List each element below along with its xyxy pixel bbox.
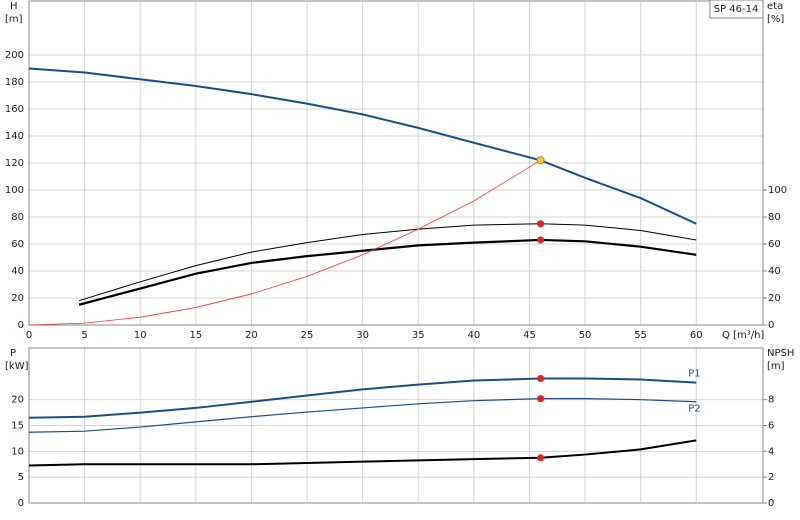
curve <box>28 159 541 326</box>
title-box <box>709 0 764 19</box>
y2-tick-label: 0 <box>768 320 774 331</box>
marker <box>537 454 545 462</box>
y2-axis-label: NPSH <box>767 348 794 359</box>
marker <box>537 220 545 228</box>
y-tick-label: 40 <box>11 266 24 277</box>
y-tick-label: 5 <box>18 472 24 483</box>
y-axis-unit: [kW] <box>5 361 29 372</box>
curve <box>28 67 697 225</box>
y-tick-label: 180 <box>5 77 24 88</box>
y-tick-label: 60 <box>11 239 24 250</box>
y2-axis-unit: [m] <box>767 361 785 372</box>
marker <box>537 374 545 382</box>
y-tick-label: 80 <box>11 212 24 223</box>
y-axis-label: P <box>10 348 16 359</box>
y2-tick-label: 100 <box>768 185 787 196</box>
x-tick-label: 40 <box>467 330 480 341</box>
x-tick-label: 20 <box>245 330 258 341</box>
x-tick-label: 0 <box>26 330 32 341</box>
y-tick-label: 140 <box>5 131 24 142</box>
y-tick-label: 0 <box>18 320 24 331</box>
x-axis-label: Q [m³/h] <box>722 330 764 341</box>
series-label: P2 <box>688 404 700 415</box>
y-tick-label: 120 <box>5 158 24 169</box>
y2-tick-label: 4 <box>768 446 774 457</box>
y-tick-label: 20 <box>11 395 24 406</box>
y-tick-label: 15 <box>11 421 24 432</box>
series-label: P1 <box>688 369 700 380</box>
y2-tick-label: 0 <box>768 498 774 509</box>
x-tick-label: 45 <box>523 330 536 341</box>
x-tick-label: 15 <box>189 330 202 341</box>
x-tick-label: 5 <box>81 330 87 341</box>
y2-tick-label: 80 <box>768 212 781 223</box>
curve <box>78 223 697 302</box>
chart-title: SP 46-14 <box>714 4 759 15</box>
curve <box>28 439 697 467</box>
y-tick-label: 0 <box>18 498 24 509</box>
y-tick-label: 20 <box>11 293 24 304</box>
y2-axis-unit: [%] <box>767 14 784 25</box>
y-tick-label: 10 <box>11 446 24 457</box>
y-tick-label: 200 <box>5 50 24 61</box>
x-tick-label: 35 <box>412 330 425 341</box>
curve <box>28 377 697 419</box>
x-tick-label: 30 <box>356 330 369 341</box>
y2-tick-label: 2 <box>768 472 774 483</box>
marker <box>537 236 545 244</box>
y2-tick-label: 8 <box>768 395 774 406</box>
y-axis-unit: [m] <box>5 14 23 25</box>
curve <box>78 238 697 306</box>
x-tick-label: 50 <box>579 330 592 341</box>
y2-tick-label: 60 <box>768 239 781 250</box>
marker <box>537 395 545 403</box>
x-tick-label: 25 <box>301 330 314 341</box>
curve <box>28 398 697 433</box>
y2-tick-label: 40 <box>768 266 781 277</box>
y-axis-label: H <box>10 1 18 12</box>
marker <box>536 156 545 165</box>
y-tick-label: 160 <box>5 104 24 115</box>
y2-axis-label: eta <box>767 1 783 12</box>
y-tick-label: 100 <box>5 185 24 196</box>
y2-tick-label: 6 <box>768 421 774 432</box>
plot-frame <box>28 0 764 326</box>
x-tick-label: 10 <box>134 330 147 341</box>
y2-tick-label: 20 <box>768 293 781 304</box>
x-tick-label: 55 <box>634 330 647 341</box>
x-tick-label: 60 <box>690 330 703 341</box>
